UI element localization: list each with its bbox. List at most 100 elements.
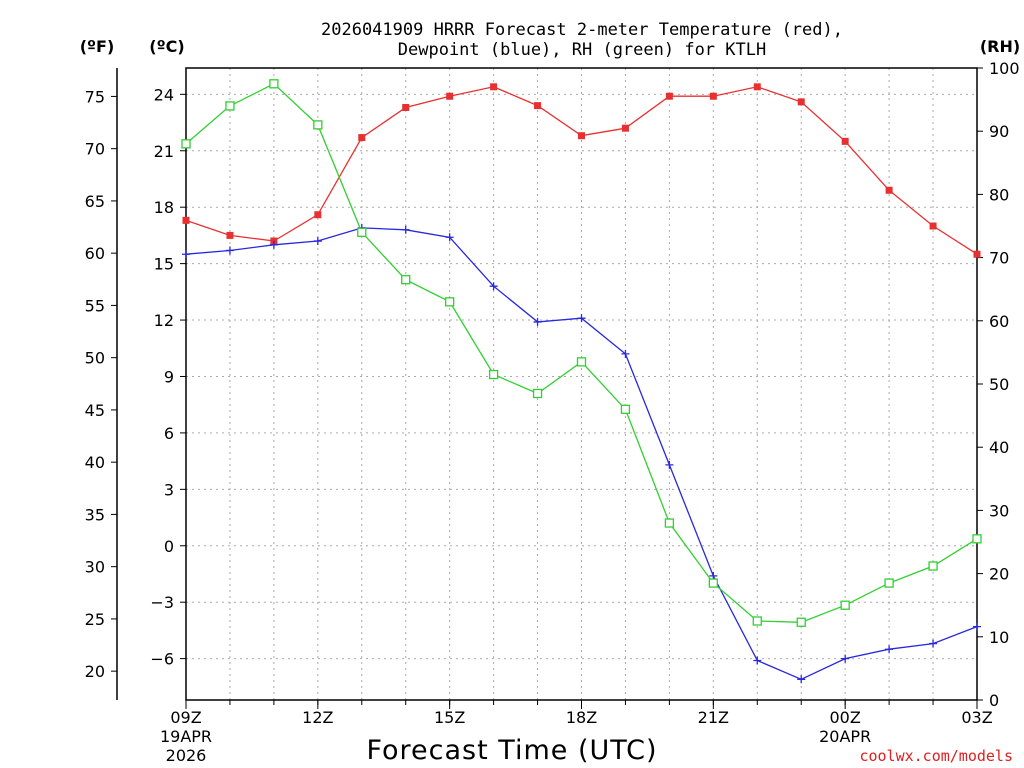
rh-point <box>620 404 631 414</box>
fahrenheit-tick-label: 35 <box>85 505 105 524</box>
celsius-tick-label: 21 <box>154 142 174 161</box>
rh-axis-label: (RH) <box>980 37 1020 56</box>
fahrenheit-tick-label: 40 <box>85 453 105 472</box>
fahrenheit-tick-label: 50 <box>85 349 105 368</box>
x-tick-label: 00Z <box>830 708 861 727</box>
fahrenheit-tick-label: 25 <box>85 610 105 629</box>
celsius-tick-label: −3 <box>150 593 174 612</box>
temperature-point <box>446 92 454 100</box>
celsius-tick-label: 18 <box>154 198 174 217</box>
celsius-axis-label: (ºC) <box>149 37 184 56</box>
celsius-tick-label: 12 <box>154 311 174 330</box>
temperature-point <box>753 83 761 91</box>
temperature-point <box>226 231 234 239</box>
rh-point <box>928 561 938 571</box>
dewpoint-point <box>885 645 894 654</box>
fahrenheit-tick-label: 45 <box>85 401 105 420</box>
x-tick-label: 12Z <box>302 708 333 727</box>
rh-tick-label: 90 <box>989 122 1009 141</box>
rh-point <box>445 297 455 307</box>
fahrenheit-tick-label: 30 <box>85 558 105 577</box>
temperature-point <box>621 124 629 132</box>
dewpoint-point <box>753 656 762 665</box>
temperature-point <box>709 92 717 100</box>
temperature-point <box>665 92 673 100</box>
celsius-tick-label: 15 <box>154 255 174 274</box>
temperature-point <box>358 134 366 142</box>
data-series <box>181 79 982 684</box>
celsius-tick-label: −6 <box>150 650 174 669</box>
rh-point <box>401 275 411 285</box>
fahrenheit-tick-label: 65 <box>85 192 105 211</box>
x-tick-sublabel: 2026 <box>166 746 207 765</box>
rh-point <box>752 616 762 626</box>
rh-point <box>840 600 850 610</box>
rh-point <box>313 120 323 130</box>
rh-point <box>884 578 894 588</box>
celsius-tick-label: 24 <box>154 85 174 104</box>
credit-text: coolwx.com/models <box>859 747 1013 765</box>
fahrenheit-tick-label: 75 <box>85 87 105 106</box>
rh-point <box>576 357 587 367</box>
dewpoint-point <box>269 240 278 249</box>
rh-point <box>708 578 718 588</box>
x-tick-sublabel: 20APR <box>819 727 871 746</box>
x-tick-label: 18Z <box>566 708 597 727</box>
rh-tick-label: 80 <box>989 185 1009 204</box>
plot-frame <box>185 67 978 701</box>
rh-tick-label: 0 <box>989 691 999 710</box>
dewpoint-point <box>841 654 850 663</box>
dewpoint-point <box>489 282 498 291</box>
temperature-point <box>973 250 981 258</box>
dewpoint-point <box>665 460 674 469</box>
chart-axes: 24211815129630−3−67570656055504540353025… <box>85 59 1020 765</box>
fahrenheit-tick-label: 70 <box>85 140 105 159</box>
dewpoint-point <box>621 349 630 358</box>
temperature-point <box>578 132 585 140</box>
rh-point <box>796 617 806 627</box>
celsius-tick-label: 6 <box>164 424 174 443</box>
fahrenheit-tick-label: 60 <box>85 244 105 263</box>
temperature-point <box>841 137 849 145</box>
rh-point <box>181 139 191 149</box>
rh-tick-label: 20 <box>989 565 1009 584</box>
rh-tick-label: 30 <box>989 501 1009 520</box>
rh-point <box>357 227 367 237</box>
dewpoint-point <box>577 314 586 323</box>
temperature-point <box>929 222 937 230</box>
x-tick-label: 03Z <box>961 708 992 727</box>
rh-point <box>488 369 499 380</box>
x-tick-label: 15Z <box>434 708 465 727</box>
temperature-point <box>314 211 322 219</box>
temperature-point <box>534 102 542 110</box>
rh-tick-label: 70 <box>989 249 1009 268</box>
x-tick-sublabel: 19APR <box>160 727 212 746</box>
rh-point <box>225 101 235 111</box>
chart-title-line1: 2026041909 HRRR Forecast 2-meter Tempera… <box>321 20 843 40</box>
chart-title-line2: Dewpoint (blue), RH (green) for KTLH <box>398 40 766 60</box>
rh-point <box>532 388 543 399</box>
dewpoint-point <box>313 237 322 246</box>
fahrenheit-tick-label: 55 <box>85 296 105 315</box>
dewpoint-point <box>533 317 542 326</box>
rh-tick-label: 60 <box>989 312 1009 331</box>
temperature-point <box>402 104 410 111</box>
grid-lines <box>186 68 977 700</box>
temperature-point <box>182 216 190 224</box>
x-tick-label: 21Z <box>698 708 729 727</box>
rh-point <box>269 79 279 89</box>
celsius-tick-label: 0 <box>164 537 174 556</box>
rh-tick-label: 40 <box>989 438 1009 457</box>
temperature-point <box>797 98 805 106</box>
temperature-point <box>490 83 498 91</box>
dewpoint-point <box>401 225 410 234</box>
dewpoint-point <box>929 639 938 648</box>
rh-tick-label: 50 <box>989 375 1009 394</box>
x-axis-title: Forecast Time (UTC) <box>366 735 657 766</box>
dewpoint-point <box>225 246 234 255</box>
rh-point <box>664 518 675 528</box>
rh-tick-label: 100 <box>989 59 1020 78</box>
x-tick-label: 09Z <box>170 708 201 727</box>
fahrenheit-tick-label: 20 <box>85 662 105 681</box>
